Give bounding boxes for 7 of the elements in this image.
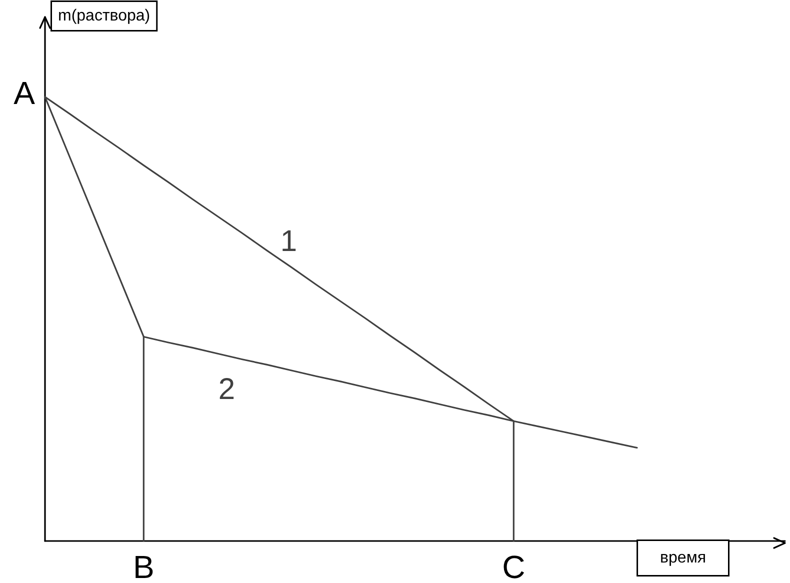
x-axis-title: время: [660, 550, 706, 566]
text: A: [14, 74, 36, 111]
x-tick-label: B: [132, 549, 154, 583]
series-label: 2: [218, 373, 236, 406]
y-axis-title: m(раствора): [58, 8, 150, 24]
series-label: 1: [280, 224, 298, 258]
x-tick-label: C: [502, 549, 526, 583]
